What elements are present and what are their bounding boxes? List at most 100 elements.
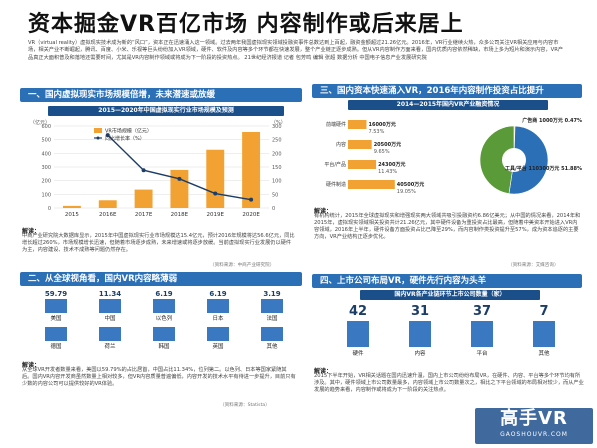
- country-stat: 其他: [246, 326, 298, 350]
- left-tick-label: 400: [41, 151, 51, 157]
- country-stat: 3.19 法国: [246, 290, 298, 322]
- company-count-block: [533, 321, 555, 347]
- legend-bar-swatch: [94, 128, 102, 133]
- section-3-note: 有机构统计，2015年全球虚拟现实和增强现实两大领域共吸引投融资约6.86亿美元…: [314, 213, 581, 240]
- left-tick-label: 500: [41, 138, 51, 144]
- bar-market-size: [206, 149, 225, 208]
- right-tick-label: 0: [272, 206, 275, 212]
- country-value: 3.19: [263, 290, 281, 298]
- country-value: 11.34: [98, 290, 122, 298]
- section-1-source: （资料来源：中商产业研究院）: [210, 263, 275, 268]
- country-label: 英国: [212, 344, 224, 350]
- country-value: 59.79: [44, 290, 68, 298]
- section-2-source: （资料来源：Statista）: [220, 403, 270, 408]
- section-3-source: （资料来源：艾媒咨询）: [508, 263, 559, 268]
- investment-bar: [348, 160, 377, 169]
- growth-rate-point: [177, 176, 182, 181]
- investment-bar: [348, 180, 395, 189]
- watermark-main-text: 高手VR: [500, 408, 568, 429]
- company-count-label: 平台: [476, 351, 488, 357]
- category-label: 硬件制造: [326, 181, 346, 188]
- pie-center-hole: [502, 148, 526, 172]
- company-count-stat: 42 硬件: [332, 304, 384, 357]
- company-count-label: 内容: [414, 351, 426, 357]
- section-3-note-label: 解读：: [314, 208, 333, 215]
- x-tick-label: 2015: [65, 212, 79, 218]
- country-label: 法国: [266, 316, 278, 322]
- legend-line-label: 同比增长率（%）: [105, 135, 145, 142]
- country-flag-block: [99, 299, 121, 313]
- right-tick-label: 250: [272, 138, 282, 144]
- value-label: 20500万元: [374, 141, 401, 148]
- pie-slice: [479, 125, 515, 194]
- company-count-value: 31: [410, 304, 430, 319]
- country-flag-block: [45, 327, 67, 341]
- site-watermark-logo: 高手VR GAOSHOUVR.COM: [475, 408, 593, 444]
- left-axis-unit: （亿元）: [30, 119, 50, 126]
- bar-market-size: [170, 169, 189, 208]
- investment-bar: [348, 120, 367, 129]
- country-label: 以色列: [155, 316, 173, 322]
- pie-label-ads: 广告商 1000万元 0.47%: [522, 117, 582, 124]
- left-tick-label: 600: [41, 124, 51, 130]
- country-stat: 6.19 日本: [192, 290, 244, 322]
- category-label: 内容: [336, 141, 346, 148]
- country-flag-block: [153, 327, 175, 341]
- country-flag-block: [45, 299, 67, 313]
- country-stat: 韩国: [138, 326, 190, 350]
- section-3-chart-title: 2014—2015年国内VR产业融资情况: [348, 100, 548, 110]
- company-count-block: [471, 321, 493, 347]
- right-tick-label: 50: [272, 192, 278, 198]
- country-stat: 59.79 美国: [30, 290, 82, 322]
- section-4-header: 四、上市公司布局VR，硬件先行内容为头羊: [312, 274, 582, 288]
- value-label: 24300万元: [378, 161, 405, 168]
- growth-rate-point: [213, 191, 218, 196]
- company-count-stat: 37 平台: [456, 304, 508, 357]
- section-2-note-label: 解读：: [22, 362, 41, 369]
- country-stat: 荷兰: [84, 326, 136, 350]
- company-count-value: 42: [348, 304, 368, 319]
- growth-rate-point: [141, 168, 146, 173]
- country-stat: 德国: [30, 326, 82, 350]
- legend-line-marker: [96, 136, 100, 140]
- percent-label: 11.43%: [378, 169, 397, 175]
- bar-market-size: [62, 205, 81, 208]
- pie-slice: [508, 125, 549, 195]
- right-axis-unit: （%）: [271, 120, 286, 126]
- section-1-note-label: 解读：: [22, 228, 41, 235]
- country-flag-block: [153, 299, 175, 313]
- right-tick-label: 150: [272, 165, 282, 171]
- company-count-label: 其他: [538, 351, 550, 357]
- section-1-header: 一、国内虚拟现实市场规模倍增，未来潜速或放缓: [20, 88, 302, 102]
- section-1-chart-title: 2015—2020年中国虚拟现实行业市场规模及预测: [48, 106, 284, 116]
- left-tick-label: 100: [41, 192, 51, 198]
- bar-market-size: [134, 189, 153, 208]
- country-value: 6.19: [155, 290, 173, 298]
- country-label: 韩国: [158, 344, 170, 350]
- section-3-header: 三、国内资本快速涌入VR，2016年内容制作投资占比提升: [312, 84, 582, 98]
- country-label: 德国: [50, 344, 62, 350]
- growth-rate-point: [249, 197, 254, 202]
- company-count-label: 硬件: [352, 351, 364, 357]
- percent-label: 7.53%: [368, 129, 384, 135]
- x-tick-label: 2016E: [99, 212, 117, 218]
- investment-bar: [348, 140, 372, 149]
- country-stat: 英国: [192, 326, 244, 350]
- left-tick-label: 0: [48, 206, 51, 212]
- company-count-stat: 7 其他: [518, 304, 570, 357]
- section-4-note: 2015下半年开始，VR相关话题在国内迅速升温，国内上市公司纷纷布局VR，在硬件…: [314, 373, 584, 393]
- country-value: 6.19: [209, 290, 227, 298]
- section-2-note: 从全球VR开发者数量来看，美国以59.79%的占比居首，中国占比11.34%，位…: [22, 367, 296, 387]
- pie-label-tools: 工具/平台 110300万元 51.88%: [505, 165, 582, 172]
- percent-label: 19.05%: [397, 189, 416, 195]
- x-tick-label: 2017E: [135, 212, 153, 218]
- x-tick-label: 2019E: [207, 212, 225, 218]
- section-4-note-label: 解读：: [314, 368, 333, 375]
- left-tick-label: 200: [41, 179, 51, 185]
- country-label: 中国: [104, 316, 116, 322]
- x-tick-label: 2020E: [242, 212, 260, 218]
- country-label: 荷兰: [104, 344, 116, 350]
- company-count-block: [347, 321, 369, 347]
- company-count-value: 37: [472, 304, 492, 319]
- country-stat: 6.19 以色列: [138, 290, 190, 322]
